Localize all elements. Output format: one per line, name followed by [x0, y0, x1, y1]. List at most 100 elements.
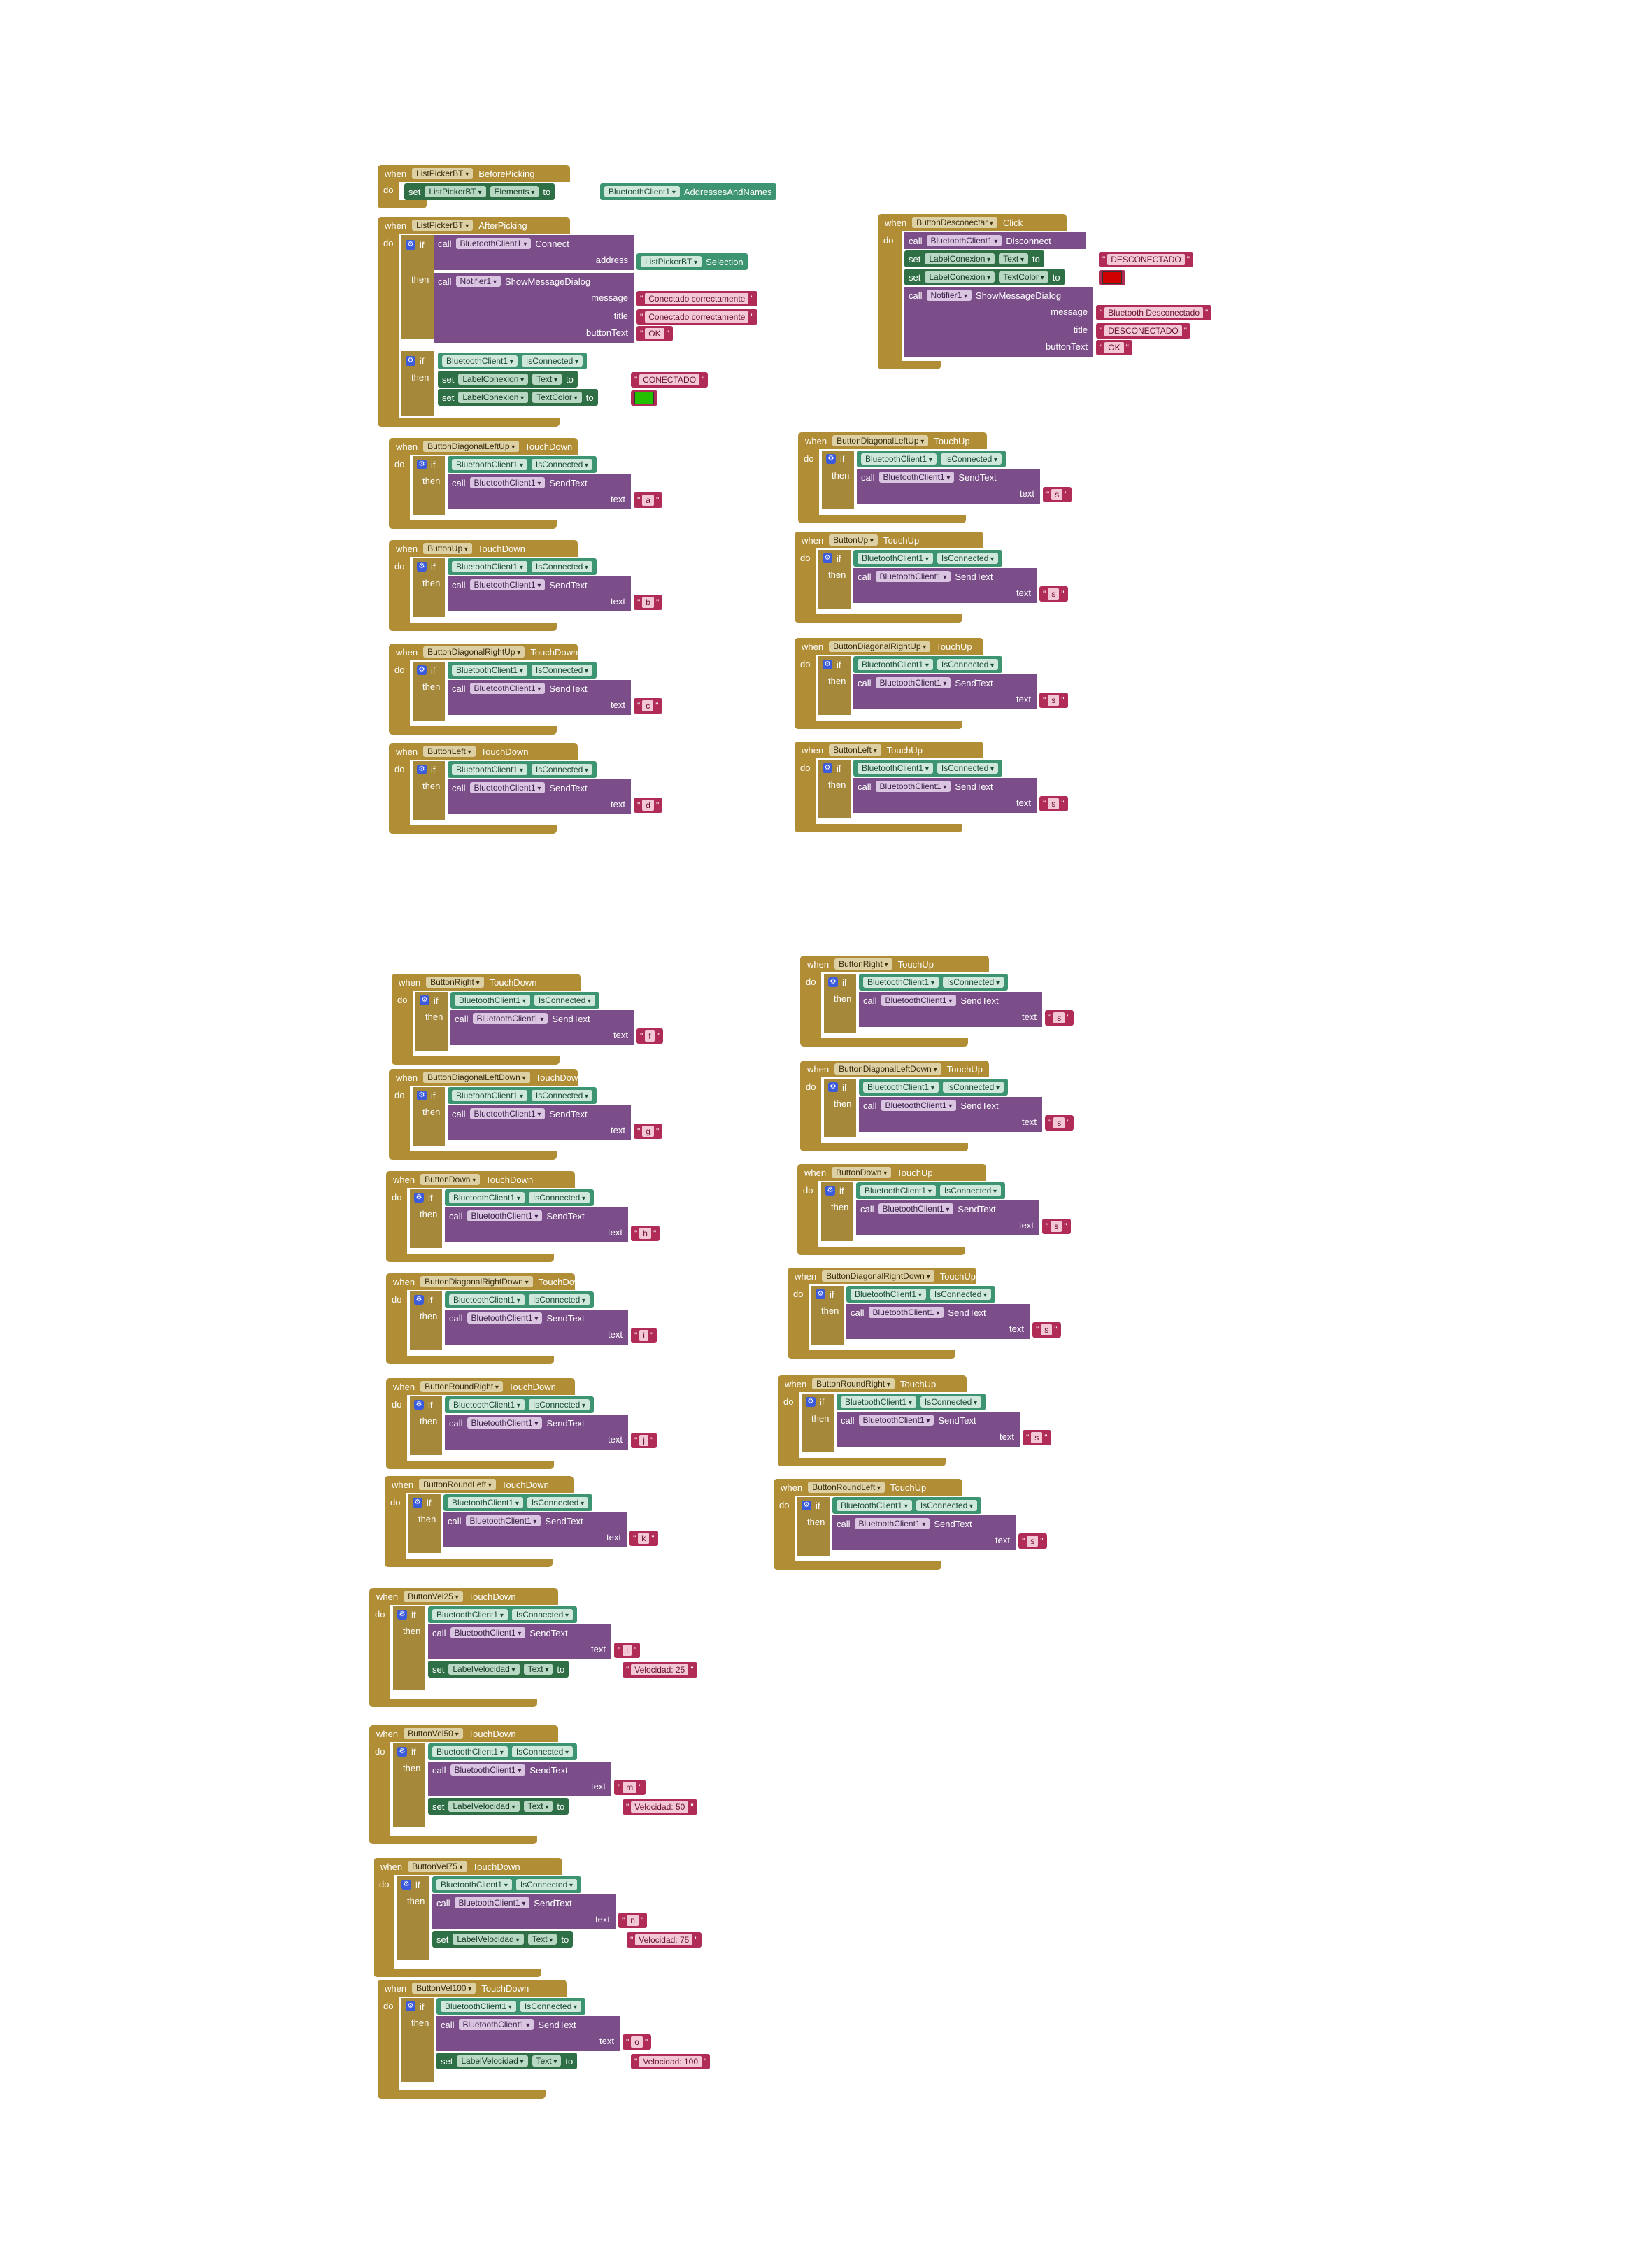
block-buttonroundright-touchdown[interactable]: whenButtonRoundRightTouchDowndo⚙ifBlueto… [386, 1378, 750, 1469]
string-send-value[interactable]: " s " [1032, 1322, 1061, 1338]
string-send-value[interactable]: " b " [634, 595, 663, 610]
getter-isconnected[interactable]: BluetoothClient1IsConnected [857, 451, 1006, 467]
call-sendtext[interactable]: callBluetoothClient1SendTexttext [450, 1010, 634, 1045]
set-labelconexion-textcolor[interactable]: setLabelConexionTextColorto [438, 389, 598, 406]
mutator-gear-icon[interactable]: ⚙ [826, 454, 836, 464]
string-send-value[interactable]: " s " [1042, 1219, 1071, 1234]
getter-selection[interactable]: ListPickerBTSelection [636, 253, 748, 270]
getter-isconnected[interactable]: BluetoothClient1IsConnected [832, 1497, 982, 1514]
string-message[interactable]: " Conectado correctamente " [636, 291, 757, 306]
mutator-gear-icon[interactable]: ⚙ [802, 1501, 811, 1510]
block-buttondiagonalleftup-touchdown[interactable]: whenButtonDiagonalLeftUpTouchDowndo⚙ifBl… [389, 438, 753, 529]
mutator-gear-icon[interactable]: ⚙ [417, 562, 427, 572]
string-send-value[interactable]: " k " [629, 1531, 658, 1546]
getter-addresses[interactable]: BluetoothClient1 AddressesAndNames [600, 183, 776, 200]
block-buttondiagonalleftdown-touchdown[interactable]: whenButtonDiagonalLeftDownTouchDowndo⚙if… [389, 1069, 753, 1160]
component-dropdown[interactable]: ButtonDiagonalLeftDown [834, 1063, 941, 1075]
mutator-gear-icon[interactable]: ⚙ [828, 1082, 838, 1092]
component-dropdown[interactable]: ButtonDiagonalRightDown [420, 1276, 533, 1287]
component-dropdown[interactable]: ButtonRoundLeft [419, 1479, 496, 1490]
string-velocidad[interactable]: " Velocidad: 25 " [623, 1662, 697, 1678]
component-dropdown[interactable]: ButtonUp [423, 543, 472, 554]
call-sendtext[interactable]: callBluetoothClient1SendTexttext [857, 469, 1040, 504]
getter-isconnected[interactable]: BluetoothClient1IsConnected [448, 1087, 597, 1104]
string-title[interactable]: " DESCONECTADO " [1096, 323, 1190, 339]
string-send-value[interactable]: " a " [634, 492, 663, 508]
getter-isconnected[interactable]: BluetoothClient1IsConnected [853, 760, 1003, 777]
block-buttonleft-touchdown[interactable]: whenButtonLeftTouchDowndo⚙ifBluetoothCli… [389, 743, 753, 834]
component-dropdown[interactable]: ButtonRight [426, 977, 484, 988]
component-dropdown[interactable]: ButtonDiagonalLeftDown [423, 1072, 530, 1083]
call-sendtext[interactable]: callBluetoothClient1SendTexttext [445, 1415, 628, 1450]
string-send-value[interactable]: " s " [1023, 1430, 1051, 1445]
block-buttonvel50-touchdown[interactable]: whenButtonVel50TouchDowndo⚙ifBluetoothCl… [369, 1725, 733, 1844]
mutator-gear-icon[interactable]: ⚙ [417, 460, 427, 469]
block-buttondown-touchup[interactable]: whenButtonDownTouchUpdo⚙ifBluetoothClien… [797, 1164, 1161, 1255]
string-buttontext[interactable]: " OK " [1096, 340, 1132, 355]
component-dropdown[interactable]: ButtonUp [829, 534, 878, 546]
block-buttonup-touchup[interactable]: whenButtonUpTouchUpdo⚙ifBluetoothClient1… [795, 532, 1158, 623]
call-disconnect[interactable]: callBluetoothClient1Disconnect [904, 232, 1086, 249]
getter-isconnected[interactable]: BluetoothClient1IsConnected [448, 456, 597, 473]
call-sendtext[interactable]: callBluetoothClient1SendTexttext [832, 1515, 1016, 1550]
component-dropdown[interactable]: ButtonDiagonalRightUp [423, 646, 525, 658]
string-send-value[interactable]: " j " [631, 1433, 657, 1448]
string-conectado[interactable]: " CONECTADO " [631, 372, 709, 388]
call-sendtext[interactable]: callBluetoothClient1SendTexttext [859, 992, 1042, 1027]
string-send-value[interactable]: " c " [634, 698, 662, 714]
component-dropdown[interactable]: ButtonVel100 [412, 1983, 476, 1994]
string-send-value[interactable]: " f " [636, 1028, 663, 1044]
component-dropdown[interactable]: ListPickerBT [412, 168, 474, 179]
component-dropdown[interactable]: ButtonDiagonalLeftUp [423, 441, 520, 452]
set-labelconexion-textcolor[interactable]: setLabelConexionTextColorto [904, 269, 1065, 285]
mutator-gear-icon[interactable]: ⚙ [828, 977, 838, 987]
getter-isconnected[interactable]: BluetoothClient1IsConnected [448, 662, 597, 679]
mutator-gear-icon[interactable]: ⚙ [823, 553, 832, 563]
block-buttonvel75-touchdown[interactable]: whenButtonVel75TouchDowndo⚙ifBluetoothCl… [374, 1858, 737, 1977]
string-send-value[interactable]: " s " [1045, 1115, 1074, 1131]
getter-isconnected[interactable]: BluetoothClient1IsConnected [856, 1182, 1006, 1199]
string-velocidad[interactable]: " Velocidad: 100 " [631, 2054, 711, 2069]
call-connect[interactable]: callBluetoothClient1Connect address [434, 235, 634, 270]
component-dropdown[interactable]: ButtonDown [832, 1167, 892, 1178]
component-dropdown[interactable]: ButtonVel50 [404, 1728, 463, 1739]
component-dropdown[interactable]: ButtonLeft [423, 746, 476, 757]
mutator-gear-icon[interactable]: ⚙ [401, 1880, 411, 1890]
call-sendtext[interactable]: callBluetoothClient1SendTexttext [837, 1412, 1020, 1447]
string-send-value[interactable]: " g " [634, 1124, 663, 1139]
call-sendtext[interactable]: callBluetoothClient1SendTexttext [445, 1207, 628, 1242]
set-labelvelocidad-text[interactable]: setLabelVelocidadTextto [428, 1798, 569, 1815]
block-buttondiagonalleftdown-touchup[interactable]: whenButtonDiagonalLeftDownTouchUpdo⚙ifBl… [800, 1061, 1164, 1151]
string-send-value[interactable]: " m " [614, 1780, 646, 1795]
mutator-gear-icon[interactable]: ⚙ [413, 1498, 422, 1508]
getter-isconnected[interactable]: BluetoothClient1IsConnected [853, 656, 1003, 673]
block-buttonroundright-touchup[interactable]: whenButtonRoundRightTouchUpdo⚙ifBluetoot… [778, 1375, 1141, 1466]
set-elements[interactable]: set ListPickerBT Elements to [404, 183, 555, 200]
string-send-value[interactable]: " s " [1043, 487, 1072, 502]
string-velocidad[interactable]: " Velocidad: 50 " [623, 1799, 697, 1815]
block-buttondiagonalrightdown-touchup[interactable]: whenButtonDiagonalRightDownTouchUpdo⚙ifB… [788, 1268, 1151, 1359]
component-dropdown[interactable]: ButtonRight [834, 958, 892, 970]
string-send-value[interactable]: " d " [634, 798, 663, 813]
getter-isconnected[interactable]: BluetoothClient1IsConnected [859, 1079, 1009, 1096]
set-labelvelocidad-text[interactable]: setLabelVelocidadTextto [428, 1661, 569, 1678]
call-sendtext[interactable]: callBluetoothClient1SendTexttext [853, 674, 1037, 709]
block-listpicker-afterpicking[interactable]: when ListPickerBT AfterPicking do ⚙ if t… [378, 217, 797, 427]
component-dropdown[interactable]: ButtonRoundRight [420, 1381, 503, 1392]
mutator-gear-icon[interactable]: ⚙ [816, 1289, 825, 1299]
mutator-gear-icon[interactable]: ⚙ [825, 1186, 835, 1196]
component-dropdown[interactable]: ButtonVel75 [408, 1861, 467, 1872]
set-labelconexion-text[interactable]: setLabelConexionTextto [438, 371, 578, 388]
getter-isconnected[interactable]: BluetoothClient1IsConnected [428, 1743, 578, 1760]
block-buttondiagonalleftup-touchup[interactable]: whenButtonDiagonalLeftUpTouchUpdo⚙ifBlue… [798, 432, 1162, 523]
mutator-gear-icon[interactable]: ⚙ [397, 1747, 407, 1757]
call-sendtext[interactable]: callBluetoothClient1SendTexttext [856, 1200, 1039, 1235]
block-buttonup-touchdown[interactable]: whenButtonUpTouchDowndo⚙ifBluetoothClien… [389, 540, 753, 631]
string-buttontext[interactable]: " OK " [636, 326, 673, 341]
getter-isconnected[interactable]: BluetoothClient1IsConnected [443, 1494, 593, 1511]
string-send-value[interactable]: " s " [1045, 1010, 1074, 1026]
block-buttonright-touchup[interactable]: whenButtonRightTouchUpdo⚙ifBluetoothClie… [800, 956, 1164, 1047]
block-buttonroundleft-touchup[interactable]: whenButtonRoundLeftTouchUpdo⚙ifBluetooth… [774, 1479, 1137, 1570]
mutator-gear-icon[interactable]: ⚙ [406, 356, 415, 366]
block-buttondesconectar-click[interactable]: whenButtonDesconectarClick do callBlueto… [878, 214, 1255, 369]
